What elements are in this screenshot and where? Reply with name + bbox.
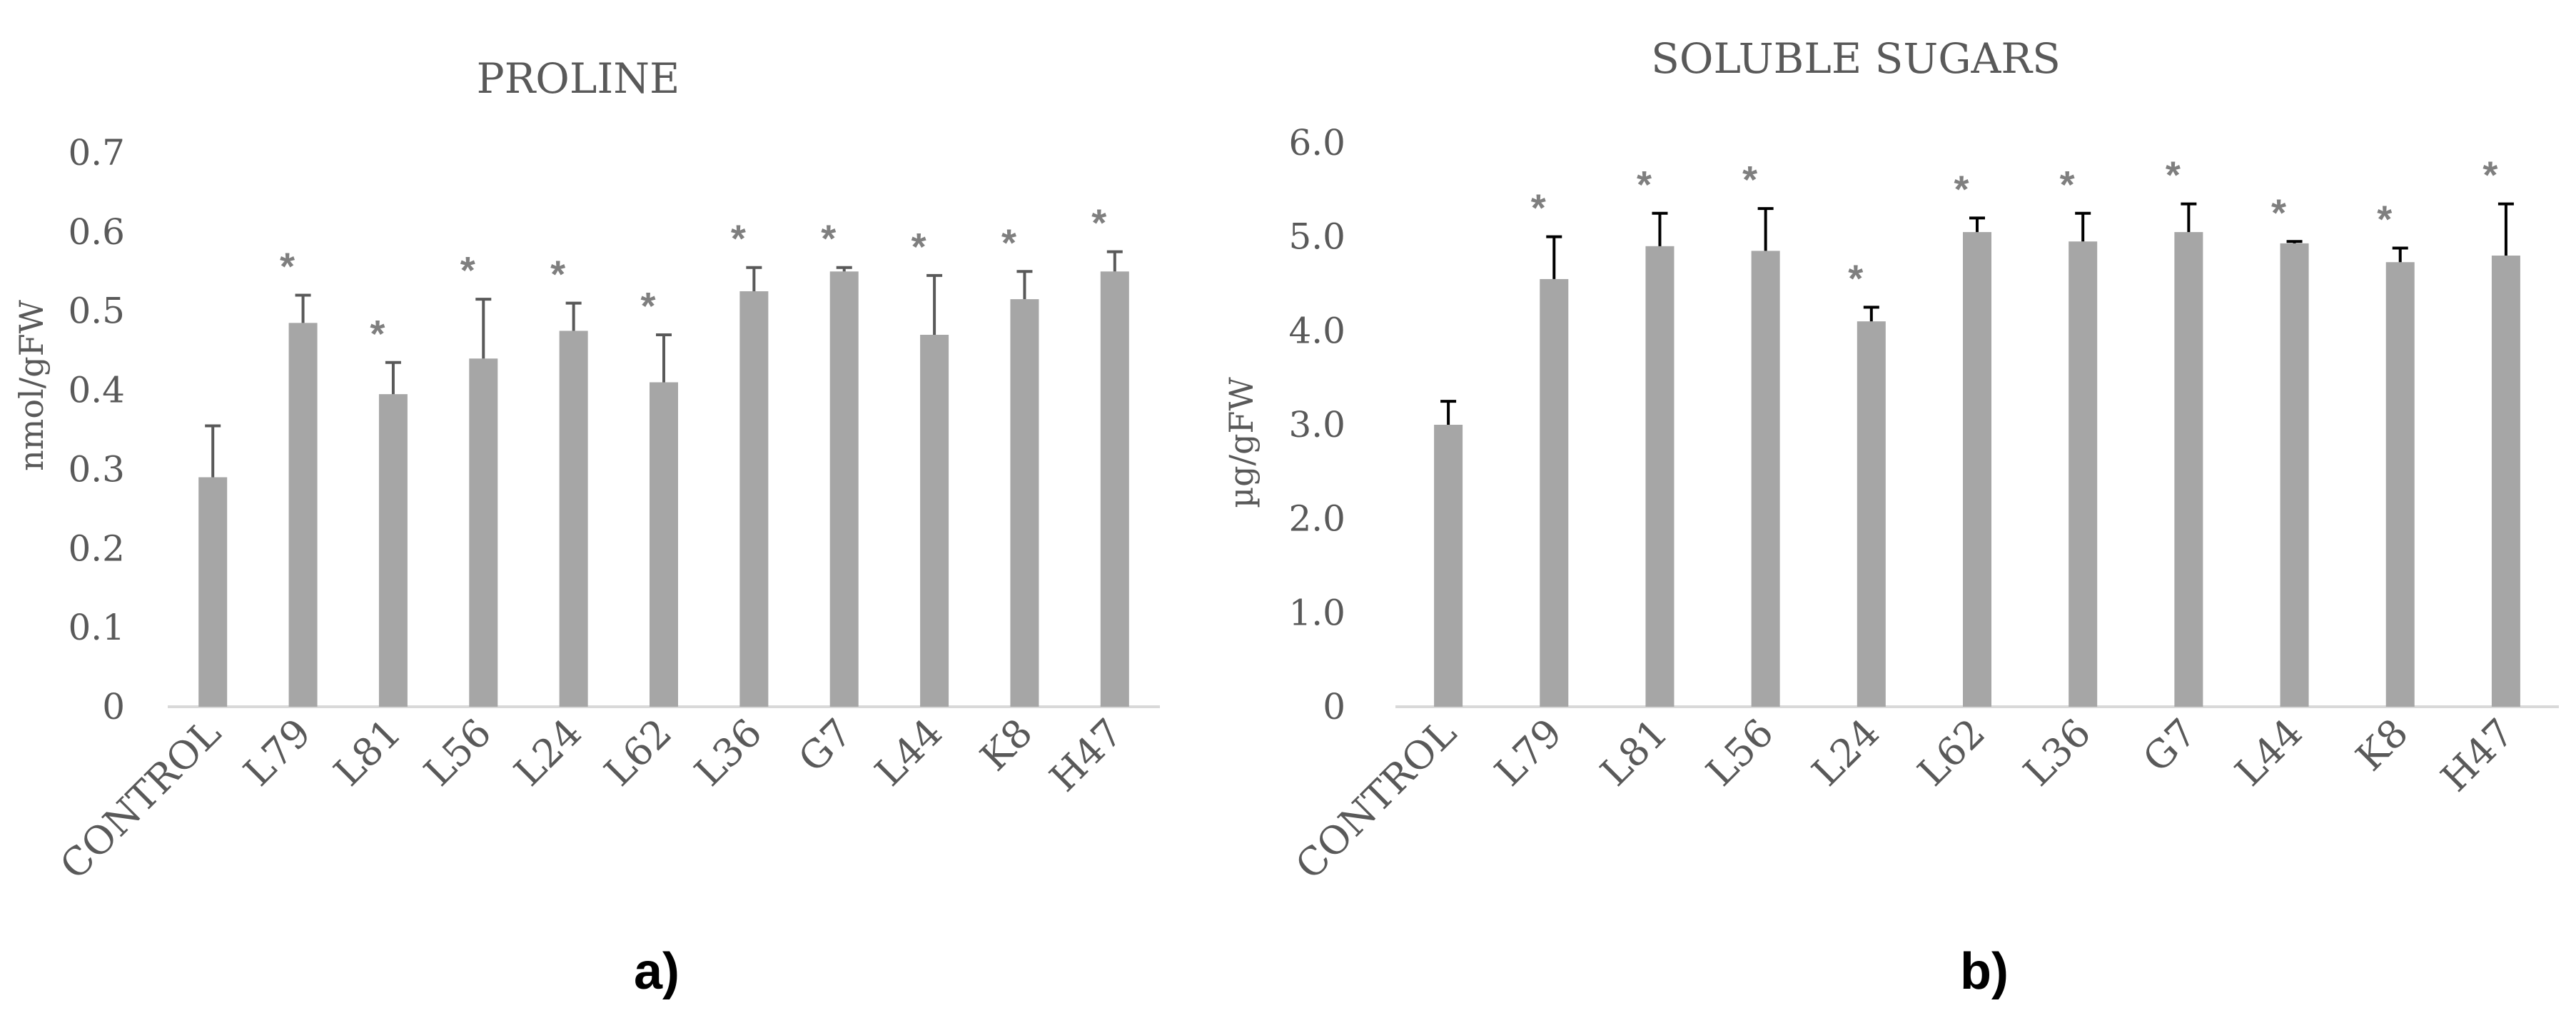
panel-label: a) — [634, 943, 680, 1000]
bar — [1963, 232, 1991, 707]
x-tick-label: L36 — [2015, 710, 2099, 795]
x-tick-label: H47 — [1041, 710, 1131, 800]
significance-marker: * — [731, 218, 746, 261]
y-tick-label: 0.3 — [68, 448, 125, 490]
x-tick-label: L79 — [235, 710, 319, 795]
y-tick-label: 3.0 — [1288, 404, 1345, 445]
significance-marker: * — [1848, 257, 1863, 300]
significance-marker: * — [2060, 163, 2075, 206]
bar — [1645, 246, 1675, 707]
bar — [1857, 321, 1886, 707]
proline-chart: PROLINE nmol/gFW 0 0.1 0.2 0.3 0.4 0.5 0.6 0.7 CON… — [12, 54, 1160, 1000]
bar — [198, 477, 228, 707]
significance-marker: * — [1001, 221, 1016, 264]
x-tick-label: L44 — [2226, 710, 2310, 795]
significance-marker: * — [2271, 191, 2286, 234]
y-tick-label: 0 — [102, 686, 125, 727]
x-tick-label: K8 — [971, 710, 1041, 780]
x-tick-label: L79 — [1486, 710, 1570, 795]
x-tick-label: L36 — [686, 710, 770, 795]
bar — [2174, 232, 2203, 707]
bar — [1434, 425, 1463, 707]
x-tick-label: L44 — [867, 710, 951, 795]
bar — [2069, 241, 2098, 707]
significance-marker: * — [1954, 168, 1969, 211]
significance-marker: * — [911, 226, 926, 268]
x-tick-label: CONTROL — [1287, 710, 1465, 888]
y-tick-label: 0.2 — [68, 528, 125, 569]
significance-marker: * — [2377, 198, 2392, 241]
significance-marker: * — [1742, 158, 1757, 201]
chart-title: SOLUBLE SUGARS — [1651, 34, 2061, 83]
x-tick-label: L62 — [596, 710, 680, 795]
x-tick-label: G7 — [790, 710, 861, 781]
y-tick-label: 0.4 — [68, 370, 125, 411]
y-tick-label: 0.5 — [68, 291, 125, 332]
y-axis-label: nmol/gFW — [12, 299, 51, 471]
bar — [378, 394, 408, 707]
x-tick-label: H47 — [2433, 710, 2522, 800]
x-tick-label: G7 — [2134, 710, 2205, 781]
significance-marker: * — [1637, 163, 1652, 206]
x-tick-label: L81 — [325, 710, 410, 795]
x-tick-label: L62 — [1909, 710, 1994, 795]
significance-marker: * — [1531, 187, 1546, 230]
significance-marker: * — [550, 253, 565, 296]
significance-marker: * — [280, 246, 295, 288]
bar — [469, 358, 498, 707]
y-tick-label: 0.6 — [68, 211, 125, 253]
y-tick-label: 1.0 — [1288, 592, 1345, 633]
significance-marker: * — [640, 285, 655, 328]
x-tick-label: CONTROL — [51, 710, 229, 888]
x-tick-label: L56 — [1697, 710, 1782, 795]
bar — [2385, 262, 2415, 707]
significance-marker: * — [821, 218, 836, 261]
y-tick-label: 0.7 — [68, 132, 125, 173]
x-tick-label: K8 — [2348, 710, 2417, 780]
bar — [1100, 271, 1129, 707]
y-tick-label: 5.0 — [1288, 216, 1345, 258]
bar — [1540, 278, 1569, 707]
x-tick-label: L24 — [1804, 710, 1888, 795]
significance-marker: * — [1091, 202, 1106, 245]
bar — [2491, 256, 2520, 707]
bar — [288, 323, 318, 707]
y-tick-label: 4.0 — [1288, 310, 1345, 351]
bar — [1010, 299, 1039, 707]
y-tick-label: 0.1 — [68, 607, 125, 648]
y-tick-label: 6.0 — [1288, 122, 1345, 163]
bar — [829, 271, 859, 707]
significance-marker: * — [370, 313, 385, 356]
panel-label: b) — [1960, 943, 2009, 1000]
bar — [739, 291, 769, 707]
bar — [1751, 251, 1780, 707]
significance-marker: * — [2166, 154, 2181, 197]
chart-title: PROLINE — [477, 54, 680, 103]
significance-marker: * — [460, 249, 475, 292]
x-tick-label: L56 — [415, 710, 500, 795]
bar — [920, 334, 949, 707]
x-tick-label: L81 — [1592, 710, 1676, 795]
y-tick-label: 0 — [1323, 686, 1345, 727]
bar — [650, 382, 678, 707]
y-axis-label: µg/gFW — [1222, 377, 1261, 508]
significance-marker: * — [2482, 154, 2497, 197]
soluble-sugars-chart: SOLUBLE SUGARS µg/gFW 0 1.0 2.0 3.0 4.0 5.0 6.0 C… — [1222, 34, 2559, 1000]
bar — [559, 331, 588, 707]
y-tick-label: 2.0 — [1288, 498, 1345, 540]
bar — [2280, 243, 2309, 707]
x-tick-label: L24 — [505, 710, 590, 795]
